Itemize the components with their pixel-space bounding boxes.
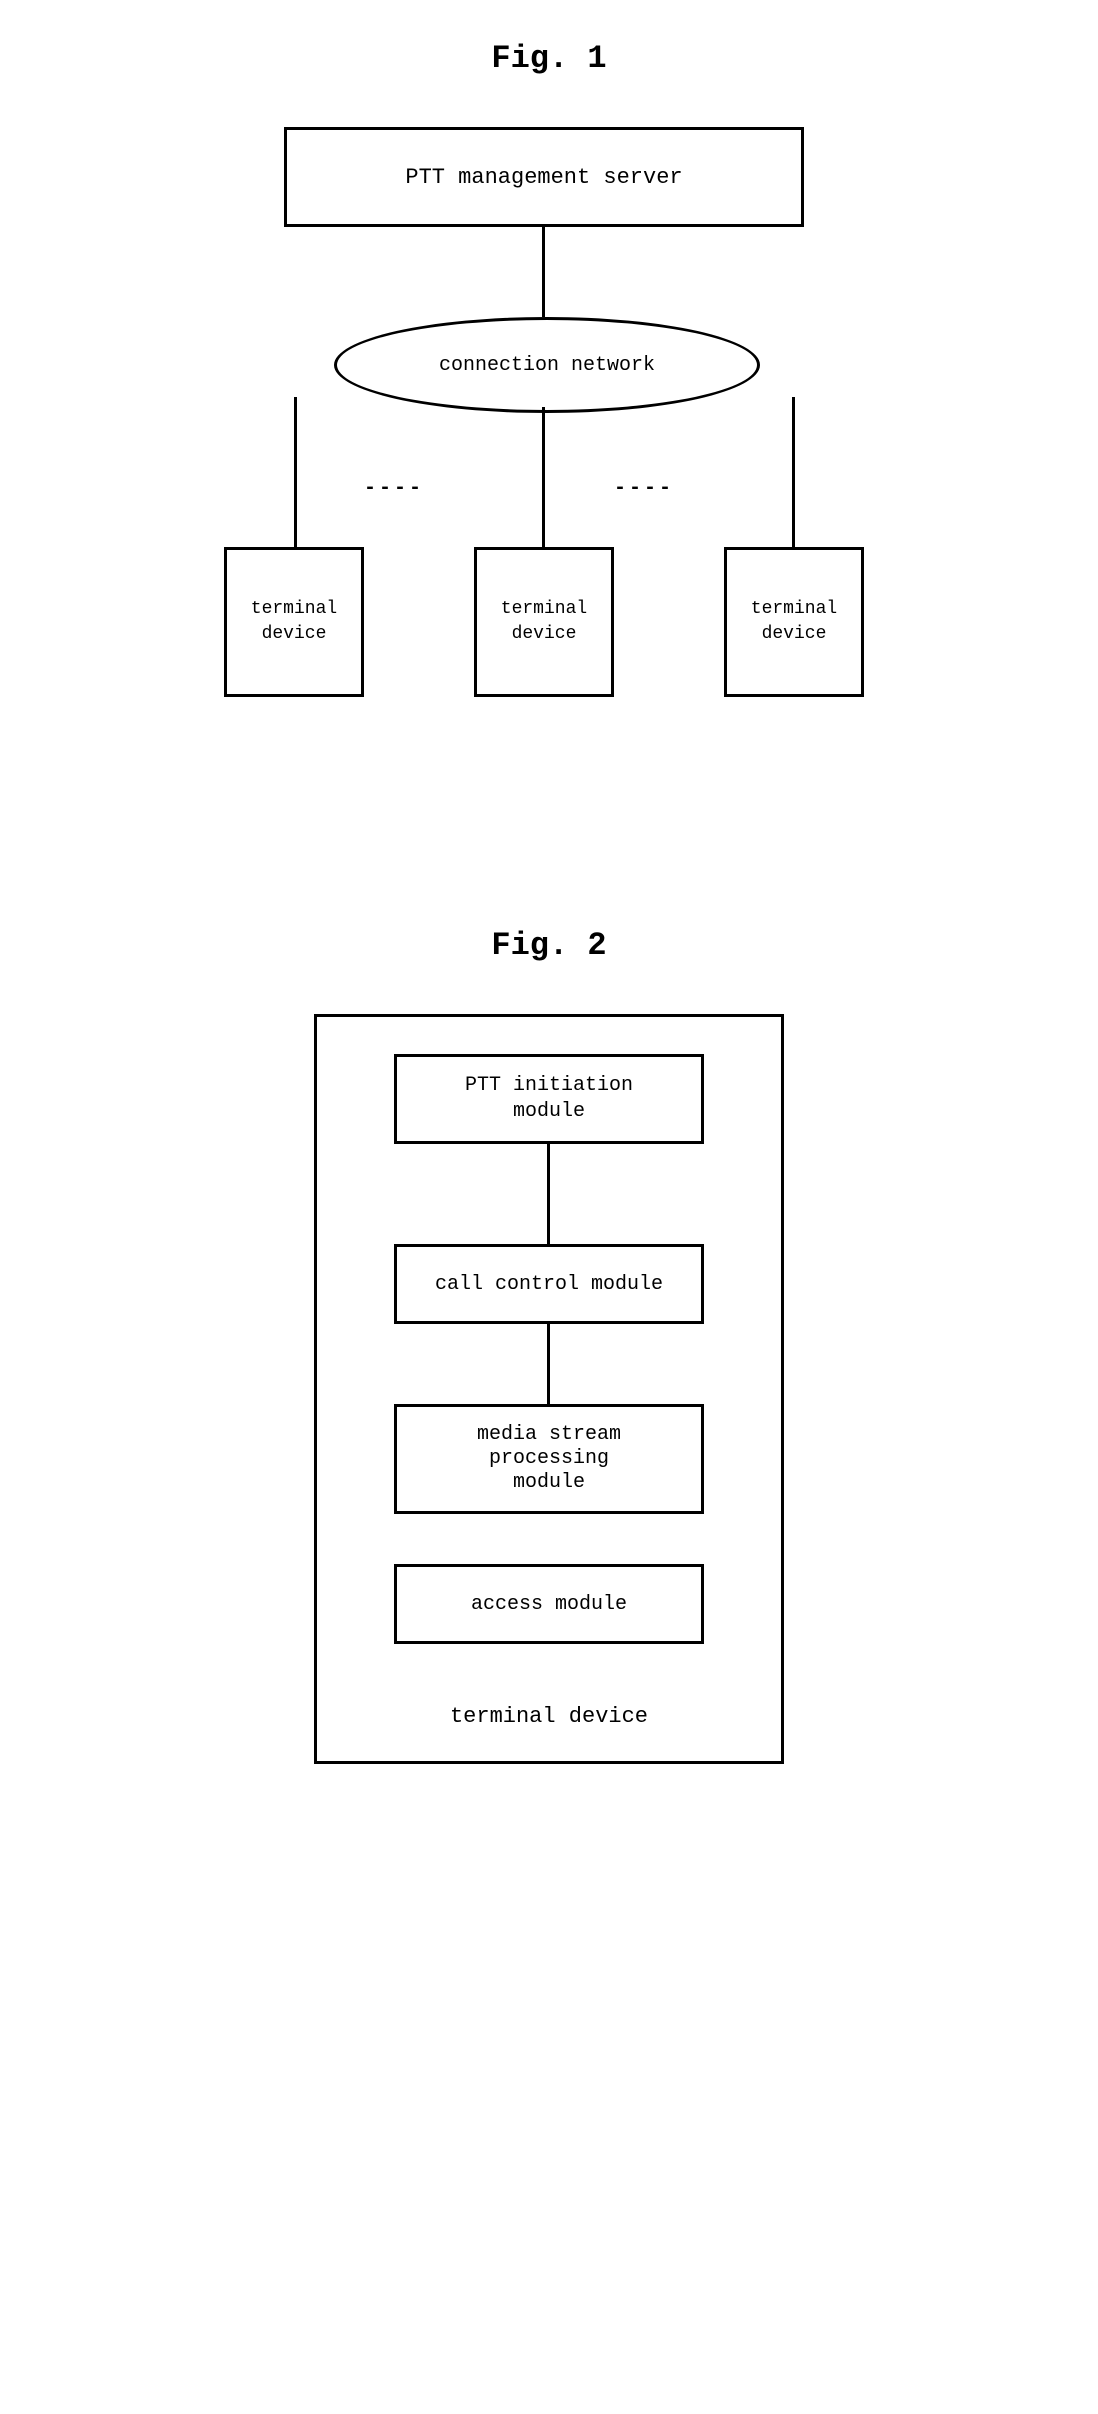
ptt-initiation-module: PTT initiation module: [394, 1054, 704, 1144]
line-server-network: [542, 227, 545, 317]
access-module-label: access module: [471, 1593, 627, 1616]
line-net-term3: [792, 397, 795, 547]
ptt-server-box: PTT management server: [284, 127, 804, 227]
ptt-server-label: PTT management server: [405, 165, 682, 190]
figure1-container: PTT management server connection network…: [224, 127, 874, 727]
figure2-container: PTT initiation module call control modul…: [314, 1014, 784, 1764]
call-control-label: call control module: [435, 1273, 663, 1296]
line-mod-2-3: [547, 1324, 550, 1404]
ptt-initiation-label: PTT initiation module: [465, 1073, 633, 1125]
figure2-title: Fig. 2: [40, 927, 1058, 964]
line-net-term2: [542, 407, 545, 547]
line-net-term1: [294, 397, 297, 547]
terminal-label-2: terminal device: [501, 597, 587, 647]
network-label: connection network: [439, 354, 655, 377]
terminal-box-1: terminal device: [224, 547, 364, 697]
line-mod-1-2: [547, 1144, 550, 1244]
call-control-module: call control module: [394, 1244, 704, 1324]
terminal-box-3: terminal device: [724, 547, 864, 697]
figure1-title: Fig. 1: [40, 40, 1058, 77]
network-ellipse: connection network: [334, 317, 760, 413]
terminal-label-3: terminal device: [751, 597, 837, 647]
dashes-2: ----: [614, 477, 674, 500]
media-stream-label: media stream processing module: [477, 1423, 621, 1495]
access-module: access module: [394, 1564, 704, 1644]
dashes-1: ----: [364, 477, 424, 500]
terminal-label-1: terminal device: [251, 597, 337, 647]
terminal-box-2: terminal device: [474, 547, 614, 697]
media-stream-module: media stream processing module: [394, 1404, 704, 1514]
terminal-device-label: terminal device: [314, 1704, 784, 1729]
